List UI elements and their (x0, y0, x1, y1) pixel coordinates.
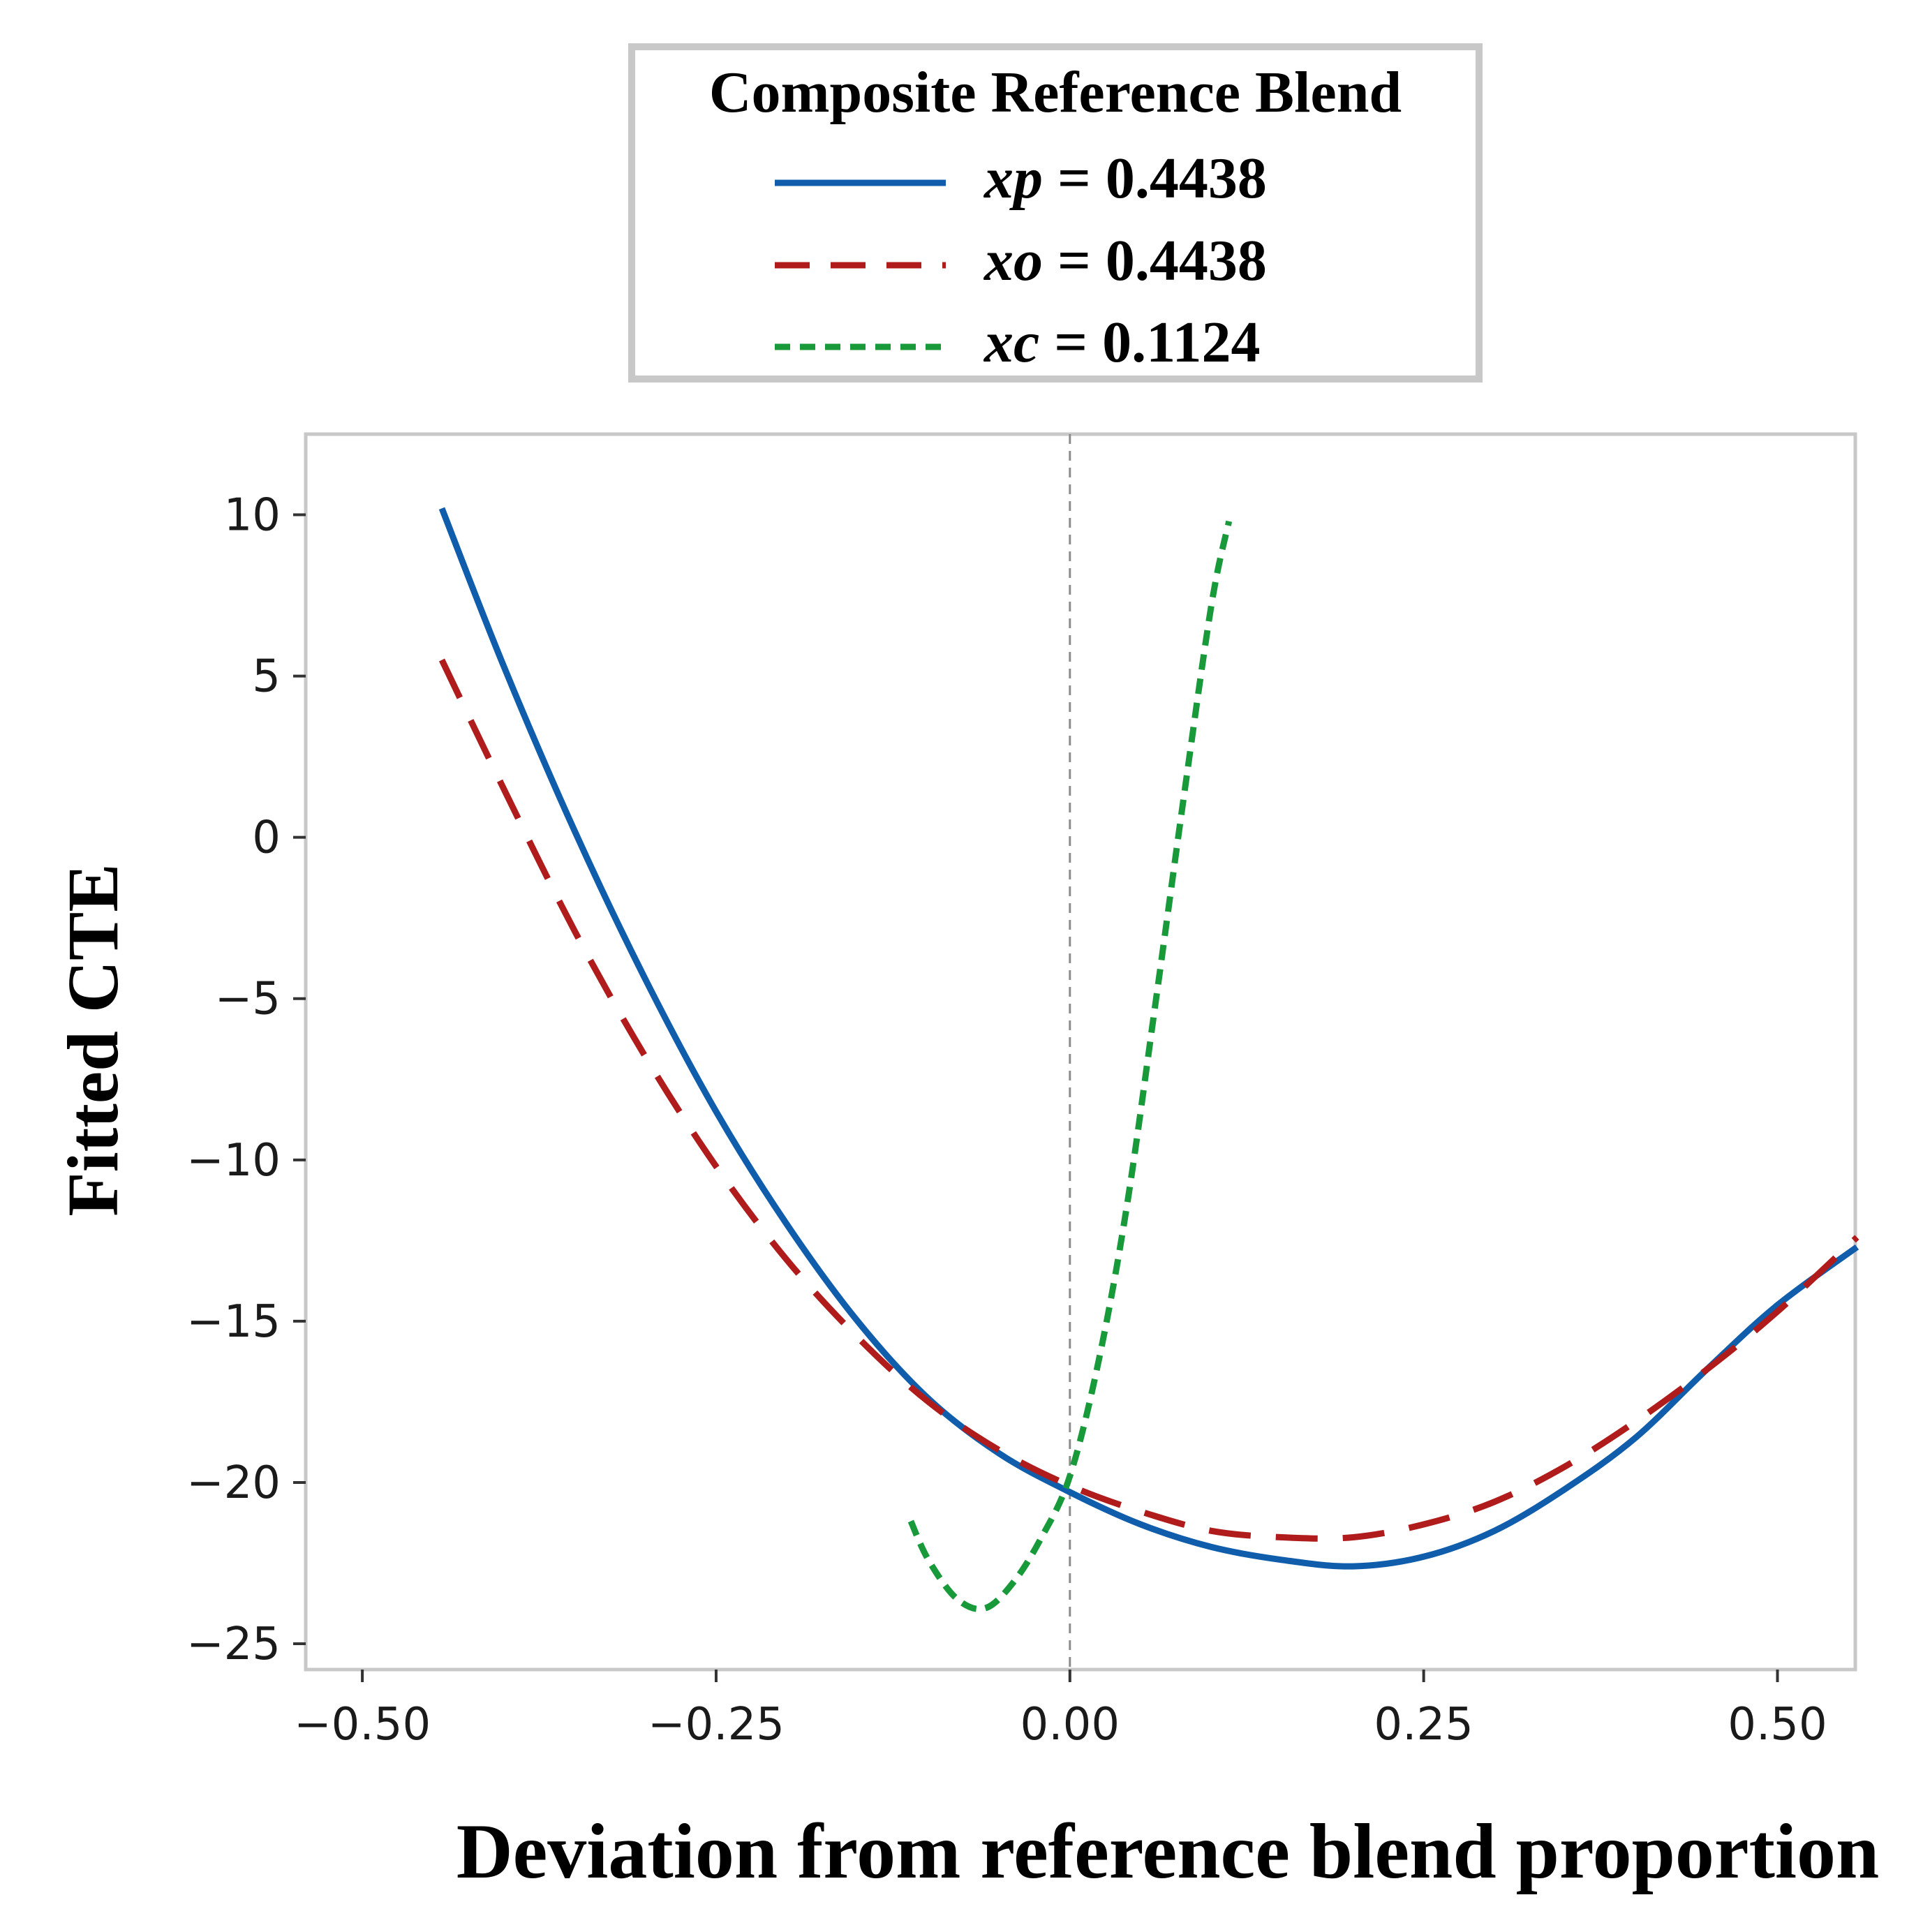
y-tick-label: −25 (186, 1619, 281, 1670)
x-tick-label: −0.25 (648, 1699, 785, 1751)
y-tick-label: −10 (186, 1135, 281, 1187)
series-line-xo (438, 658, 1859, 1542)
legend-var-xp: xp (984, 146, 1043, 211)
series-line-xp (438, 507, 1859, 1570)
legend: Composite Reference Blend xp = 0.4438 xo… (628, 43, 1483, 382)
x-tick-label: −0.50 (294, 1699, 431, 1751)
legend-label-xc: xc = 0.1124 (984, 309, 1261, 376)
legend-value-xp: = 0.4438 (1057, 146, 1267, 211)
y-tick-label: 10 (224, 490, 281, 542)
x-tick-label: 0.25 (1374, 1699, 1473, 1751)
y-tick-label: 5 (252, 651, 281, 703)
legend-var-xc: xc (984, 310, 1040, 375)
x-tick-label: 0.50 (1728, 1699, 1827, 1751)
legend-entry-xc: xc = 0.1124 (635, 309, 1476, 385)
legend-value-xo: = 0.4438 (1057, 228, 1267, 293)
legend-entry-xp: xp = 0.4438 (635, 144, 1476, 221)
legend-label-xp: xp = 0.4438 (984, 144, 1267, 212)
y-tick-label: −5 (215, 974, 281, 1025)
legend-entry-xo: xo = 0.4438 (635, 227, 1476, 304)
y-tick-label: −15 (186, 1296, 281, 1348)
y-tick-label: −20 (186, 1457, 281, 1509)
legend-label-xo: xo = 0.4438 (984, 227, 1267, 295)
y-axis-ticks: 10 5 0 −5 −10 −15 −20 −25 (186, 490, 306, 1670)
legend-swatch-dotted (775, 343, 946, 350)
series-group (438, 507, 1859, 1612)
plot-frame (304, 432, 1857, 1672)
legend-swatch-solid (775, 179, 946, 186)
legend-title: Composite Reference Blend (708, 60, 1402, 125)
legend-swatch-dashed (775, 262, 946, 269)
legend-var-xo: xo (984, 228, 1043, 293)
y-axis-title: Fitted CTE (53, 863, 133, 1217)
x-axis-ticks: −0.50 −0.25 0.00 0.25 0.50 (294, 1670, 1827, 1751)
series-line-xc (907, 520, 1233, 1612)
legend-value-xc: = 0.1124 (1054, 310, 1261, 375)
x-tick-label: 0.00 (1020, 1699, 1120, 1751)
y-tick-label: 0 (252, 812, 281, 864)
x-axis-title: Deviation from reference blend proportio… (456, 1808, 1880, 1895)
